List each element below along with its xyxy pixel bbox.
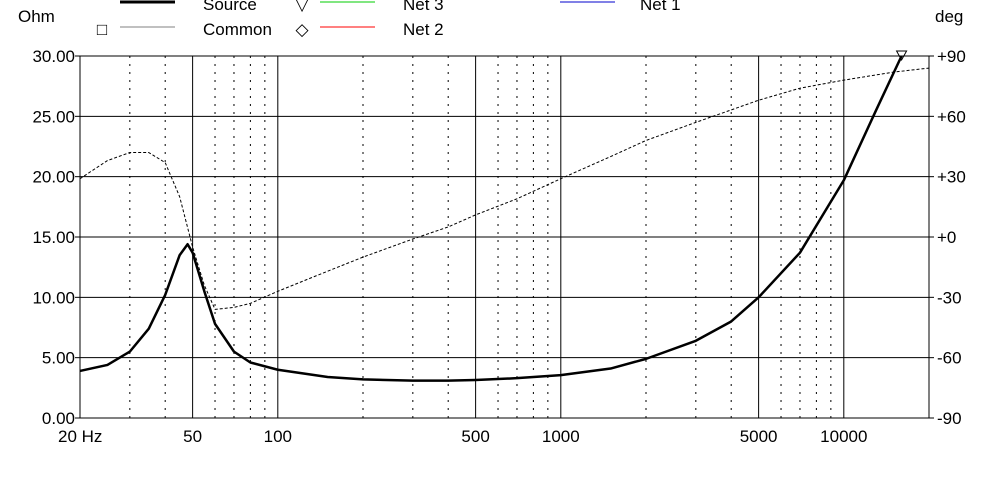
series-layer [79, 50, 930, 382]
y-left-tick-label: 30.00 [32, 47, 75, 66]
legend-label: Net 2 [403, 20, 444, 39]
legend-marker: ◇ [295, 20, 309, 39]
x-tick-label: 1000 [542, 427, 580, 446]
y-right-tick-label: +60 [937, 107, 966, 126]
y-right-axis-label: deg [935, 7, 963, 26]
y-right-tick-label: -30 [937, 288, 962, 307]
y-left-tick-label: 0.00 [42, 409, 75, 428]
legend-marker: ▽ [295, 0, 309, 14]
x-tick-label: 5000 [740, 427, 778, 446]
y-right-tick-label: -60 [937, 349, 962, 368]
y-left-tick-label: 5.00 [42, 349, 75, 368]
legend-marker: □ [97, 20, 107, 39]
y-right-tick-label: +90 [937, 47, 966, 66]
x-tick-label: 500 [461, 427, 489, 446]
legend-label: Common [203, 20, 272, 39]
series-line-common [79, 67, 930, 310]
tick-labels: 0.00 5.00 10.00 15.00 20.00 25.00 30.00 -90 -60 -… [32, 47, 965, 446]
legend: Source □ Common ▽ Net 3 ◇ Net 2 Net 1 [97, 0, 681, 39]
legend-label: Net 3 [403, 0, 444, 14]
y-left-tick-label: 15.00 [32, 228, 75, 247]
y-left-tick-label: 20.00 [32, 168, 75, 187]
y-right-tick-label: +30 [937, 168, 966, 187]
legend-label: Net 1 [640, 0, 681, 14]
y-right-tick-label: +0 [937, 228, 956, 247]
series-line-source [79, 55, 903, 382]
legend-label: Source [203, 0, 257, 14]
x-tick-label: 20 Hz [58, 427, 102, 446]
y-left-tick-label: 10.00 [32, 288, 75, 307]
x-tick-label: 50 [183, 427, 202, 446]
plot-frame [79, 55, 930, 419]
x-tick-label: 10000 [820, 427, 867, 446]
y-right-tick-label: -90 [937, 409, 962, 428]
y-left-tick-label: 25.00 [32, 107, 75, 126]
x-tick-label: 100 [264, 427, 292, 446]
y-left-axis-label: Ohm [18, 7, 55, 26]
grid [75, 55, 934, 419]
